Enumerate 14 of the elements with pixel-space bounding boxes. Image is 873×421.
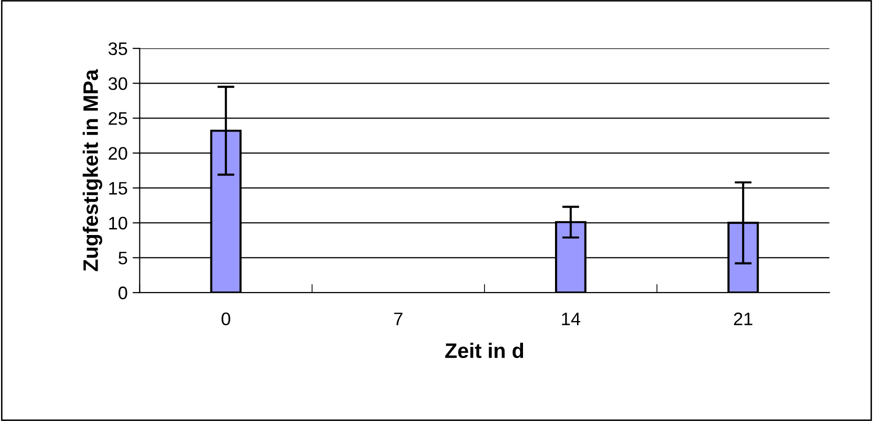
x-axis-title: Zeit in d	[445, 342, 524, 358]
x-tick-label: 7	[394, 312, 402, 326]
y-tick-label: 25	[108, 112, 128, 125]
y-tick-label: 10	[109, 216, 128, 230]
y-tick-label: 35	[108, 42, 128, 56]
y-tick-label: 0	[118, 286, 128, 300]
x-tick-label: 21	[734, 312, 752, 326]
x-tick-label: 0	[222, 312, 230, 326]
y-tick-label: 5	[118, 252, 128, 264]
y-tick-label: 15	[109, 182, 128, 195]
x-tick-label: 14	[562, 312, 580, 326]
y-axis-title: Zugfestigkeit in MPa	[82, 69, 102, 272]
y-tick-label: 20	[108, 147, 128, 160]
y-tick-label: 30	[108, 77, 128, 90]
